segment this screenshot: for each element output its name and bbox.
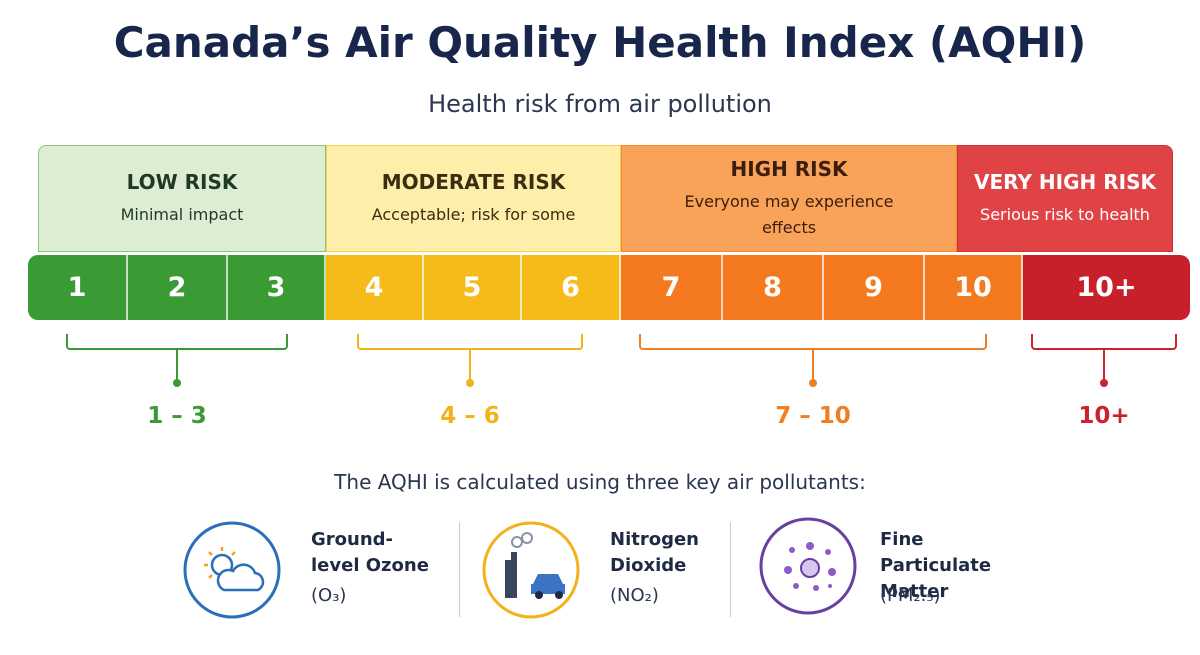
bracket: [66, 334, 288, 350]
title: Canada’s Air Quality Health Index (AQHI): [113, 18, 1087, 67]
risk-description: Everyone may experience effects: [684, 191, 894, 237]
bracket-dot: [173, 379, 181, 387]
risk-description: Serious risk to health: [980, 204, 1150, 224]
range-label: 10+: [1078, 403, 1130, 429]
particulate-icon: [759, 517, 857, 615]
index-cell: 4: [326, 255, 424, 320]
pollutants-heading: The AQHI is calculated using three key a…: [334, 470, 866, 494]
index-cell: 2: [128, 255, 228, 320]
ozone-icon: [183, 521, 281, 619]
bracket-stem: [1103, 350, 1105, 382]
divider: [730, 522, 731, 617]
risk-description: Minimal impact: [120, 204, 244, 224]
bracket-dot: [809, 379, 817, 387]
index-cell: 7: [621, 255, 723, 320]
pollutant-formula: (NO₂): [610, 585, 659, 606]
nitrogen-icon: [482, 521, 580, 619]
risk-description: Acceptable; risk for some: [371, 204, 576, 224]
index-cell: 8: [723, 255, 824, 320]
index-cell: 10+: [1023, 255, 1190, 320]
bracket-dot: [1100, 379, 1108, 387]
range-label: 7 – 10: [775, 403, 851, 429]
range-label: 4 – 6: [440, 403, 500, 429]
bracket: [1031, 334, 1177, 350]
index-cell: 10: [925, 255, 1023, 320]
risk-label: HIGH RISK: [730, 156, 848, 181]
risk-box: MODERATE RISK Acceptable; risk for some: [326, 145, 621, 252]
pollutant-name: Nitrogen Dioxide: [610, 529, 699, 576]
index-cell: 3: [228, 255, 326, 320]
subtitle: Health risk from air pollution: [428, 90, 772, 118]
pollutant-name: Ground-level Ozone: [311, 529, 429, 576]
index-cell: 1: [28, 255, 128, 320]
risk-box: LOW RISK Minimal impact: [38, 145, 326, 252]
index-cell: 9: [824, 255, 925, 320]
pollutant-formula: (PM₂.₅): [880, 585, 941, 606]
risk-box: HIGH RISK Everyone may experience effects: [621, 145, 957, 252]
index-cell: 5: [424, 255, 522, 320]
pollutant-formula: (O₃): [311, 585, 347, 606]
divider: [459, 522, 460, 617]
bracket-stem: [176, 350, 178, 382]
range-label: 1 – 3: [147, 403, 207, 429]
risk-label: VERY HIGH RISK: [974, 169, 1156, 194]
bracket: [357, 334, 583, 350]
bracket: [639, 334, 987, 350]
risk-box: VERY HIGH RISK Serious risk to health: [957, 145, 1173, 252]
pollutant-name: Fine Particulate Matter: [880, 529, 992, 602]
risk-label: MODERATE RISK: [381, 169, 566, 194]
bracket-stem: [812, 350, 814, 382]
index-cell: 6: [522, 255, 621, 320]
bracket-dot: [466, 379, 474, 387]
risk-label: LOW RISK: [126, 169, 238, 194]
bracket-stem: [469, 350, 471, 382]
